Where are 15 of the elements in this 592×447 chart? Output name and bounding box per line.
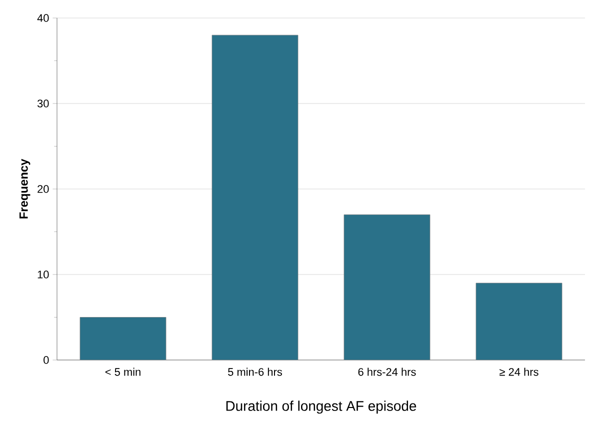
y-tick-label: 30 <box>37 100 49 108</box>
bar <box>476 282 562 360</box>
bar <box>344 214 430 360</box>
x-tick-label: < 5 min <box>105 368 140 376</box>
y-tick-label: 40 <box>37 14 49 22</box>
y-tick-label: 0 <box>44 356 49 364</box>
x-tick-label: ≥ 24 hrs <box>500 368 538 376</box>
x-tick-label: 6 hrs-24 hrs <box>358 368 416 376</box>
y-tick-label: 10 <box>38 270 49 278</box>
y-axis-title: Frequency <box>20 158 30 218</box>
x-axis-title: Duration of longest AF episode <box>226 400 416 414</box>
y-tick-label: 20 <box>38 185 49 193</box>
x-tick-label: 5 min-6 hrs <box>228 368 282 376</box>
bar <box>212 34 298 360</box>
bar <box>80 317 166 360</box>
